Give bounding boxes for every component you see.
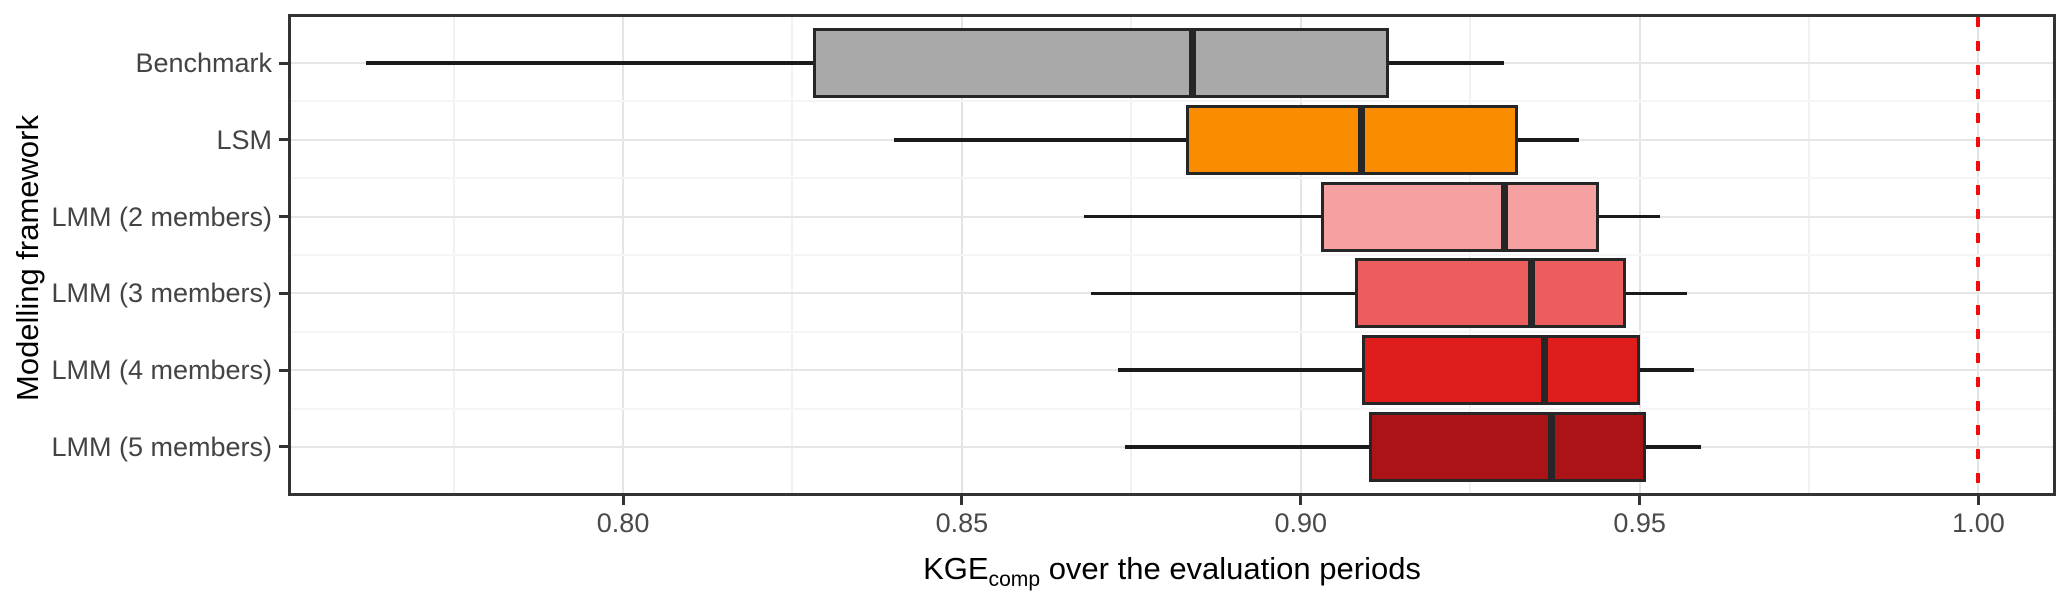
- median-benchmark: [1188, 31, 1196, 96]
- x-tick-label-0.8: 0.80: [596, 508, 650, 538]
- y-tick-lmm-2-members: [279, 215, 289, 219]
- y-axis-label-benchmark: Benchmark: [135, 48, 272, 79]
- y-axis-title: Modelling framework: [10, 115, 45, 401]
- x-axis-title-subscript: comp: [988, 568, 1041, 592]
- plot-panel: [288, 14, 2056, 496]
- x-axis-ticks: [291, 496, 2053, 506]
- gridline-y-minor-5: [291, 407, 2053, 410]
- gridline-y-minor-2: [291, 177, 2053, 180]
- y-tick-lsm: [279, 138, 289, 142]
- box-lmm-5-members: [1368, 411, 1647, 482]
- box-lmm-4-members: [1361, 335, 1640, 406]
- reference-line-1: [1976, 17, 1981, 493]
- y-axis-label-lmm-2-members: LMM (2 members): [51, 201, 272, 232]
- box-lmm-3-members: [1354, 258, 1627, 329]
- y-tick-lmm-4-members: [279, 368, 289, 372]
- median-lmm-5-members: [1548, 414, 1555, 479]
- y-axis-label-lsm: LSM: [216, 124, 272, 155]
- median-lmm-4-members: [1541, 338, 1549, 403]
- x-axis-title: KGEcomp over the evaluation periods: [288, 551, 2056, 592]
- gridline-y-minor-4: [291, 330, 2053, 333]
- box-lsm: [1185, 104, 1518, 175]
- x-axis-title-rest: over the evaluation periods: [1040, 551, 1421, 586]
- median-lmm-3-members: [1527, 261, 1535, 326]
- x-tick-0.95: [1638, 496, 1642, 505]
- median-lsm: [1358, 107, 1366, 172]
- box-benchmark: [812, 28, 1389, 99]
- gridline-y-minor-1: [291, 100, 2053, 103]
- median-lmm-2-members: [1500, 184, 1508, 249]
- x-tick-label-0.95: 0.95: [1613, 508, 1666, 538]
- x-axis-tick-labels: 0.80 0.85 0.90 0.95 1.00: [291, 508, 2053, 542]
- x-tick-0.85: [960, 496, 964, 505]
- x-tick-0.9: [1299, 496, 1303, 505]
- y-tick-benchmark: [279, 61, 289, 65]
- box-lmm-2-members: [1321, 181, 1599, 252]
- x-tick-label-0.9: 0.90: [1274, 508, 1328, 538]
- y-tick-lmm-3-members: [279, 291, 289, 295]
- x-tick-label-1: 1.00: [1952, 508, 2005, 538]
- y-axis-label-lmm-5-members: LMM (5 members): [51, 431, 272, 462]
- x-tick-1: [1976, 496, 1980, 505]
- x-tick-label-0.85: 0.85: [935, 508, 989, 538]
- x-tick-0.8: [621, 496, 625, 505]
- x-axis-title-main: KGE: [923, 551, 989, 586]
- gridline-y-minor-3: [291, 254, 2053, 256]
- y-axis-label-lmm-4-members: LMM (4 members): [51, 355, 272, 386]
- y-tick-lmm-5-members: [279, 445, 289, 449]
- y-axis-label-lmm-3-members: LMM (3 members): [51, 278, 272, 309]
